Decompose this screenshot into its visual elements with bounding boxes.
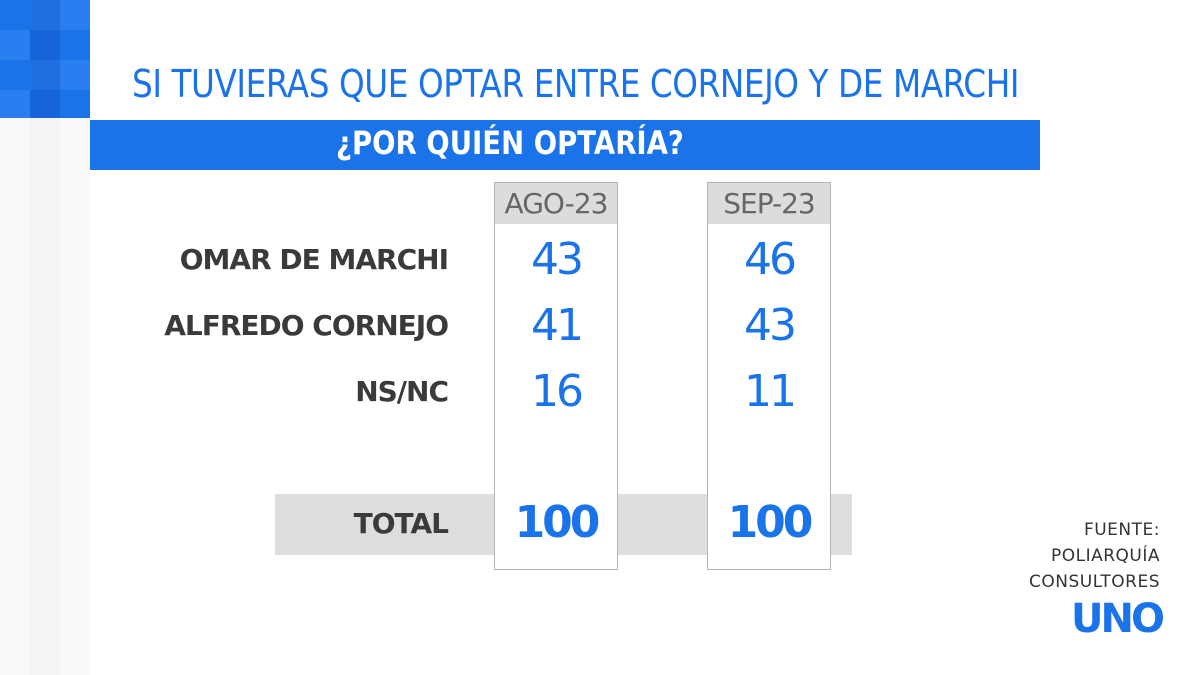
- value-cornejo-sep: 43: [744, 300, 797, 351]
- mosaic-tile: [0, 208, 30, 238]
- value-nsnc-sep: 11: [744, 366, 797, 417]
- mosaic-tile: [30, 418, 60, 448]
- value-nsnc-ago: 16: [531, 366, 584, 417]
- mosaic-tile: [0, 478, 30, 508]
- mosaic-tile: [0, 418, 30, 448]
- mosaic-tile: [30, 358, 60, 388]
- mosaic-tile: [0, 90, 30, 120]
- mosaic-tile: [60, 388, 90, 418]
- source-line-1: FUENTE:: [1083, 520, 1160, 540]
- mosaic-tile: [30, 118, 60, 148]
- mosaic-tile: [0, 328, 30, 358]
- mosaic-tile: [30, 658, 60, 675]
- mosaic-tile: [30, 238, 60, 268]
- mosaic-tile: [0, 60, 30, 90]
- mosaic-tile: [0, 568, 30, 598]
- mosaic-tile: [30, 60, 60, 90]
- mosaic-tile: [60, 238, 90, 268]
- value-cornejo-ago: 41: [531, 300, 584, 351]
- mosaic-tile: [30, 208, 60, 238]
- chart-title: SI TUVIERAS QUE OPTAR ENTRE CORNEJO Y DE…: [132, 62, 1020, 106]
- mosaic-tile: [30, 90, 60, 120]
- mosaic-tile: [0, 388, 30, 418]
- mosaic-tile: [0, 358, 30, 388]
- mosaic-tile: [60, 60, 90, 90]
- mosaic-tile: [30, 448, 60, 478]
- row-label-ns-nc: NS/NC: [355, 375, 449, 408]
- mosaic-tile: [0, 508, 30, 538]
- mosaic-tile: [0, 658, 30, 675]
- mosaic-tile: [60, 418, 90, 448]
- row-label-total: TOTAL: [353, 507, 449, 540]
- mosaic-tile: [60, 178, 90, 208]
- mosaic-tile: [30, 598, 60, 628]
- mosaic-tile: [60, 208, 90, 238]
- mosaic-tile: [30, 538, 60, 568]
- value-omar-ago: 43: [531, 234, 584, 285]
- mosaic-tile: [0, 268, 30, 298]
- mosaic-tile: [60, 538, 90, 568]
- mosaic-tile: [60, 298, 90, 328]
- mosaic-tile: [0, 298, 30, 328]
- uno-logo: UNO: [1071, 596, 1165, 642]
- subtitle-banner: [90, 120, 1040, 170]
- mosaic-tile: [30, 268, 60, 298]
- mosaic-tile: [0, 118, 30, 148]
- mosaic-tile: [30, 328, 60, 358]
- chart-subtitle: ¿POR QUIÉN OPTARÍA?: [336, 124, 684, 162]
- mosaic-blue-block: [0, 0, 90, 120]
- mosaic-tile: [30, 178, 60, 208]
- source-note: FUENTE: POLIARQUÍA CONSULTORES: [1029, 517, 1160, 595]
- value-total-sep: 100: [727, 497, 814, 548]
- mosaic-tile: [60, 478, 90, 508]
- mosaic-tile: [60, 628, 90, 658]
- mosaic-tile: [30, 298, 60, 328]
- mosaic-tile: [0, 30, 30, 60]
- mosaic-tile: [30, 568, 60, 598]
- column-ago-23: AGO-23: [494, 182, 618, 570]
- mosaic-tile: [0, 598, 30, 628]
- source-line-3: CONSULTORES: [1029, 572, 1160, 592]
- decorative-mosaic: [0, 0, 90, 675]
- mosaic-tile: [30, 478, 60, 508]
- mosaic-tile: [0, 238, 30, 268]
- mosaic-tile: [0, 0, 30, 30]
- value-total-ago: 100: [514, 497, 601, 548]
- column-header-sep-23: SEP-23: [708, 183, 830, 224]
- mosaic-tile: [60, 0, 90, 30]
- value-omar-sep: 46: [744, 234, 797, 285]
- source-line-2: POLIARQUÍA: [1050, 546, 1160, 566]
- mosaic-tile: [60, 30, 90, 60]
- mosaic-tile: [60, 328, 90, 358]
- mosaic-tile: [60, 148, 90, 178]
- mosaic-tile: [0, 448, 30, 478]
- mosaic-tile: [30, 0, 60, 30]
- mosaic-tile: [30, 388, 60, 418]
- row-label-omar-de-marchi: OMAR DE MARCHI: [179, 243, 449, 276]
- mosaic-tile: [60, 598, 90, 628]
- mosaic-tile: [60, 658, 90, 675]
- mosaic-tile: [60, 508, 90, 538]
- mosaic-tile: [60, 90, 90, 120]
- column-sep-23: SEP-23: [707, 182, 831, 570]
- mosaic-tile: [0, 538, 30, 568]
- mosaic-tile: [60, 268, 90, 298]
- mosaic-tile: [0, 178, 30, 208]
- row-label-alfredo-cornejo: ALFREDO CORNEJO: [164, 309, 449, 342]
- mosaic-tile: [60, 358, 90, 388]
- mosaic-tile: [30, 628, 60, 658]
- mosaic-tile: [60, 118, 90, 148]
- mosaic-tile: [0, 628, 30, 658]
- mosaic-tile: [0, 148, 30, 178]
- mosaic-tile: [30, 30, 60, 60]
- mosaic-tile: [30, 148, 60, 178]
- mosaic-tile: [60, 568, 90, 598]
- column-header-ago-23: AGO-23: [495, 183, 617, 224]
- mosaic-tile: [30, 508, 60, 538]
- mosaic-tile: [60, 448, 90, 478]
